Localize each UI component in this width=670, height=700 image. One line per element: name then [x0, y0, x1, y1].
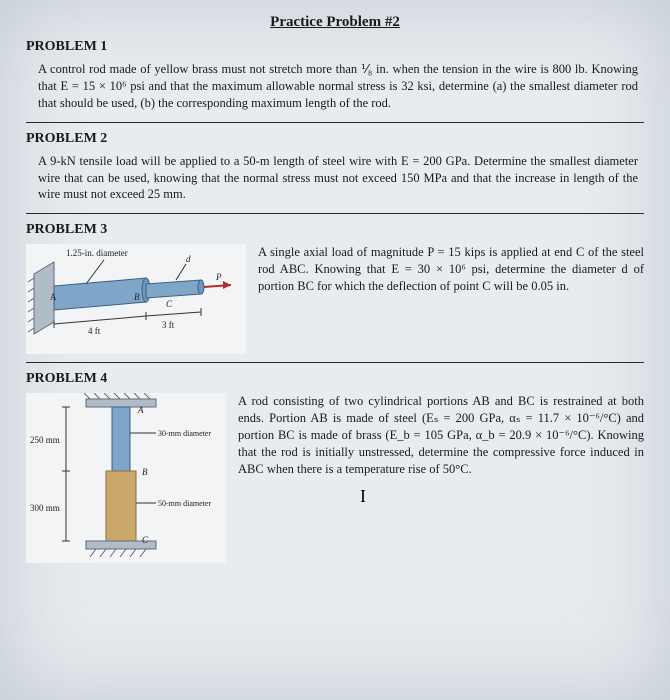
p3-p-label: P [215, 272, 222, 282]
p4-dia-ab: 30-mm diameter [158, 429, 211, 438]
page-title: Practice Problem #2 [26, 14, 644, 31]
problem-4-heading: PROBLEM 4 [26, 371, 644, 387]
p3-A: A [50, 292, 57, 302]
divider [26, 122, 644, 123]
p4-dia-bc: 50-mm diameter [158, 499, 211, 508]
problem-3-figure: 1.25-in. diameter d P A B C 4 ft 3 ft [26, 244, 246, 354]
p3-C: C [166, 299, 173, 309]
p3-B: B [134, 292, 140, 302]
page: Practice Problem #2 PROBLEM 1 A control … [0, 0, 670, 700]
problem-4-figure: A B C 250 mm 300 mm 30-mm diameter 50-mm… [26, 393, 226, 563]
p4-C: C [142, 535, 149, 545]
problem-2-heading: PROBLEM 2 [26, 131, 644, 147]
p3-len-bc: 3 ft [162, 320, 175, 330]
problem-2-text: A 9-kN tensile load will be applied to a… [38, 153, 638, 204]
p3-len-ab: 4 ft [88, 326, 101, 336]
p4-len-bc: 300 mm [30, 503, 60, 513]
problem-1-heading: PROBLEM 1 [26, 39, 644, 55]
problem-4-text: A rod consisting of two cylindrical port… [238, 393, 644, 477]
p4-A: A [137, 405, 144, 415]
divider [26, 362, 644, 363]
text-cursor-icon: I [360, 486, 366, 507]
problem-4-row: A B C 250 mm 300 mm 30-mm diameter 50-mm… [26, 393, 644, 563]
problem-3-row: 1.25-in. diameter d P A B C 4 ft 3 ft [26, 244, 644, 354]
problem-3-text: A single axial load of magnitude P = 15 … [258, 244, 644, 295]
divider [26, 213, 644, 214]
problem-3-heading: PROBLEM 3 [26, 222, 644, 238]
p4-len-ab: 250 mm [30, 435, 60, 445]
problem-1-text: A control rod made of yellow brass must … [38, 61, 638, 112]
p4-B: B [142, 467, 148, 477]
p3-d-label: d [186, 254, 191, 264]
p3-dia-label: 1.25-in. diameter [66, 248, 128, 258]
